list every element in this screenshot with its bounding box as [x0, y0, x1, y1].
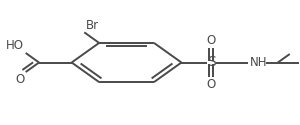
Text: NH: NH	[250, 56, 267, 69]
Text: O: O	[206, 78, 216, 91]
Text: Br: Br	[86, 19, 99, 32]
Text: S: S	[207, 56, 215, 70]
Text: HO: HO	[6, 39, 24, 52]
Text: O: O	[15, 73, 24, 86]
Text: O: O	[206, 34, 216, 47]
